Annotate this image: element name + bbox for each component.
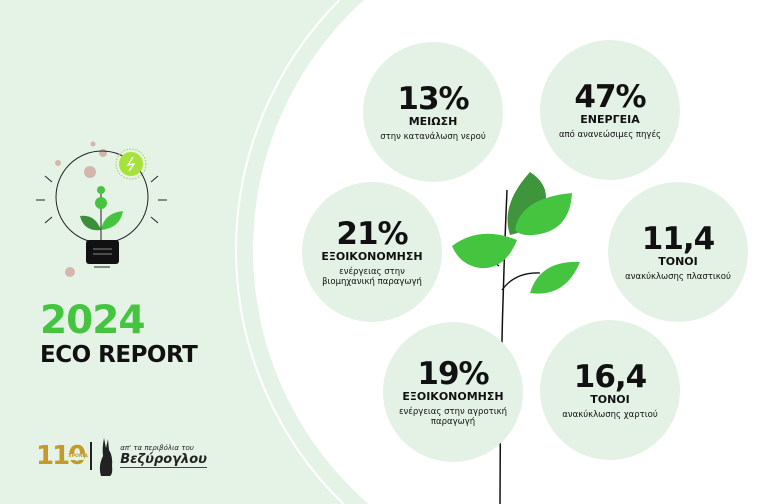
anniversary-badge: 110 ΧΡΟΝΙΑ	[36, 441, 88, 471]
anniversary-sub: ΧΡΟΝΙΑ	[68, 454, 88, 460]
stat-label: ΜΕΙΩΣΗ	[408, 114, 458, 128]
plant-illustration	[452, 172, 580, 504]
brand-name: Βεζύρογλου	[120, 452, 207, 468]
stat-label: ΤΟΝΟΙ	[658, 254, 698, 268]
stat-desc: στην κατανάλωση νερού	[380, 131, 486, 142]
stat-value: 19%	[417, 355, 489, 392]
report-year: 2024	[40, 298, 146, 343]
stat-plastic: 11,4 ΤΟΝΟΙ ανακύκλωσης πλαστικού	[608, 182, 748, 322]
brand-text: απ' τα περιβόλια του Βεζύρογλου	[120, 444, 207, 468]
stat-agri-savings: 19% ΕΞΟΙΚΟΝΟΜΗΣΗ ενέργειας στην αγροτική…	[383, 322, 523, 462]
stat-desc: ενέργειας στην αγροτική παραγωγή	[398, 406, 508, 427]
stat-desc: από ανανεώσιμες πηγές	[558, 129, 662, 140]
stat-label: ΤΟΝΟΙ	[590, 392, 630, 406]
stat-value: 21%	[336, 215, 408, 252]
stat-label: ΕΞΟΙΚΟΝΟΜΗΣΗ	[321, 249, 423, 263]
stat-desc: ανακύκλωσης πλαστικού	[625, 271, 731, 282]
stat-value: 13%	[397, 80, 469, 117]
stat-label: ΕΝΕΡΓΕΙΑ	[580, 112, 640, 126]
stat-value: 47%	[574, 78, 646, 115]
report-title: ECO REPORT	[40, 342, 198, 368]
stat-value: 16,4	[573, 358, 647, 395]
brand-tagline: απ' τα περιβόλια του	[120, 444, 194, 452]
stat-label: ΕΞΟΙΚΟΝΟΜΗΣΗ	[402, 389, 504, 403]
stat-desc: ανακύκλωσης χαρτιού	[562, 409, 658, 420]
stat-desc: ενέργειας στην βιομηχανική παραγωγή	[322, 266, 422, 287]
lightbulb-icon	[36, 141, 167, 277]
stat-water: 13% ΜΕΙΩΣΗ στην κατανάλωση νερού	[363, 42, 503, 182]
stat-energy: 47% ΕΝΕΡΓΕΙΑ από ανανεώσιμες πηγές	[540, 40, 680, 180]
rabbit-icon	[100, 438, 113, 476]
stat-value: 11,4	[641, 220, 715, 257]
brand-logo: 110 ΧΡΟΝΙΑ απ' τα περιβόλια του Βεζύρογλ…	[36, 436, 207, 476]
outer-ring	[235, 0, 345, 504]
stat-industrial-savings: 21% ΕΞΟΙΚΟΝΟΜΗΣΗ ενέργειας στην βιομηχαν…	[302, 182, 442, 322]
stat-paper: 16,4 ΤΟΝΟΙ ανακύκλωσης χαρτιού	[540, 320, 680, 460]
divider	[90, 442, 93, 470]
